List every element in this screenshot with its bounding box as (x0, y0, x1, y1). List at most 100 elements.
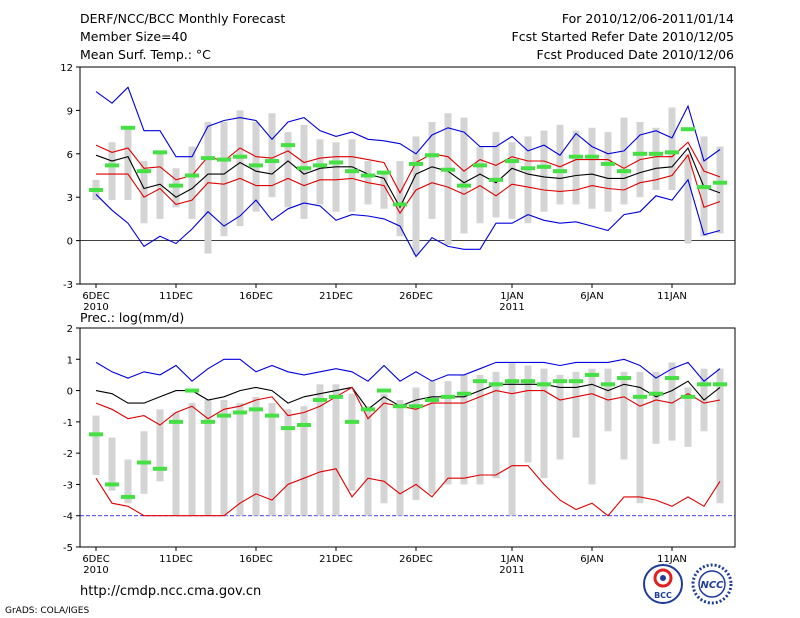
top-variable-label: Mean Surf. Temp.: °C (80, 47, 211, 62)
prec-spread-box (716, 368, 724, 504)
prec-spread-box (620, 371, 628, 460)
prec-spread-box (364, 406, 372, 516)
temp-spread-box (412, 136, 420, 256)
prec-median-marker (633, 394, 647, 399)
prec-median-marker (569, 379, 583, 384)
prec-spread-box (268, 403, 276, 516)
temp-median-marker (601, 161, 615, 166)
temp-median-marker (489, 177, 503, 182)
temp-spread-box (188, 146, 196, 219)
temp-median-marker (425, 153, 439, 158)
temp-median-marker (217, 157, 231, 162)
temp-spread-box (316, 139, 324, 205)
temp-median-marker (121, 125, 135, 130)
temp-x-tick-label: 11DEC (159, 291, 193, 302)
temp-line-mean-plus-std (95, 141, 721, 195)
forecast-start-date: Fcst Started Refer Date 2010/12/05 (512, 29, 735, 44)
temp-spread-box (156, 153, 164, 219)
temp-median-marker (649, 151, 663, 156)
prec-y-tick-label: 1 (67, 355, 73, 366)
temp-spread-box (300, 124, 308, 219)
temp-spread-box (572, 130, 580, 205)
temp-spread-box (604, 132, 612, 212)
temp-line-min (95, 178, 721, 258)
temp-median-marker (137, 169, 151, 174)
prec-median-marker (713, 382, 727, 387)
member-size: Member Size=40 (80, 29, 187, 44)
prec-x-tick-label: 1JAN (500, 554, 523, 565)
prec-median-marker (105, 482, 119, 487)
temp-spread-box (172, 168, 180, 208)
temp-median-marker (169, 183, 183, 188)
prec-y-tick-label: -2 (63, 449, 73, 460)
prec-spread-box (572, 371, 580, 438)
forecast-period: For 2010/12/06-2011/01/14 (562, 11, 734, 26)
prec-spread-box (652, 371, 660, 444)
prec-x-tick-label: 11JAN (657, 554, 687, 565)
prec-median-marker (233, 410, 247, 415)
prec-spread-box (316, 384, 324, 516)
temp-x-tick-label: 1JAN (500, 291, 523, 302)
temp-median-marker (185, 173, 199, 178)
prec-median-marker (681, 394, 695, 399)
temp-median-marker (457, 183, 471, 188)
prec-line-mean-minus-std (95, 465, 721, 517)
prec-median-marker (169, 419, 183, 424)
prec-spread-box (556, 374, 564, 460)
temp-y-tick-label: -3 (63, 280, 73, 291)
temp-median-marker (521, 166, 535, 171)
temp-spread-box (396, 161, 404, 237)
temp-median-marker (585, 154, 599, 159)
prec-y-tick-label: -1 (63, 418, 73, 429)
bcc-logo-swirl (653, 568, 673, 588)
temp-x-tick-label: 21DEC (319, 291, 353, 302)
temp-median-marker (281, 143, 295, 148)
prec-median-marker (585, 372, 599, 377)
prec-spread-box (460, 374, 468, 485)
prec-median-marker (201, 419, 215, 424)
prec-y-tick-label: 2 (67, 324, 73, 335)
prec-median-marker (425, 397, 439, 402)
temp-median-marker (361, 173, 375, 178)
temp-median-marker (553, 169, 567, 174)
prec-spread-box (252, 396, 260, 516)
temp-median-marker (569, 154, 583, 159)
temp-x-tick-label: 6DEC (82, 291, 109, 302)
temp-median-marker (665, 150, 679, 155)
temp-spread-box (556, 124, 564, 205)
temp-x-tick-label: 26DEC (399, 291, 433, 302)
temp-spread-box (108, 142, 116, 201)
prec-spread-box (540, 368, 548, 479)
prec-y-tick-label: -4 (63, 512, 73, 523)
precipitation-panel: Prec.: log(mm/d)-5-4-3-2-10126DEC201011D… (63, 310, 736, 576)
temp-spread-box (220, 121, 228, 237)
temp-median-marker (265, 159, 279, 164)
temp-spread-box (444, 113, 452, 245)
temp-median-marker (329, 160, 343, 165)
prec-median-marker (89, 432, 103, 437)
prec-median-marker (281, 426, 295, 431)
prec-spread-box (636, 371, 644, 504)
bcc-logo-text: BCC (654, 591, 672, 600)
prec-median-marker (489, 382, 503, 387)
prec-spread-box (524, 365, 532, 463)
prec-median-marker (457, 391, 471, 396)
temp-spread-box (476, 146, 484, 224)
temp-x-year-label: 2011 (499, 302, 524, 313)
prec-spread-box (492, 371, 500, 479)
temp-spread-box (588, 127, 596, 209)
temp-x-tick-label: 16DEC (239, 291, 273, 302)
temp-y-tick-label: 3 (67, 193, 73, 204)
prec-median-marker (601, 382, 615, 387)
temp-spread-box (348, 139, 356, 212)
temp-y-tick-label: 0 (67, 237, 73, 248)
temp-spread-box (620, 117, 628, 205)
prec-line-mean-plus-std (95, 380, 721, 411)
bcc-logo-ring (643, 564, 683, 604)
prec-median-marker (505, 379, 519, 384)
temp-plot-frame (79, 66, 736, 285)
bcc-logo: BCC (643, 564, 683, 604)
ncc-logo: NCC (691, 563, 733, 605)
prec-x-tick-label: 26DEC (399, 554, 433, 565)
